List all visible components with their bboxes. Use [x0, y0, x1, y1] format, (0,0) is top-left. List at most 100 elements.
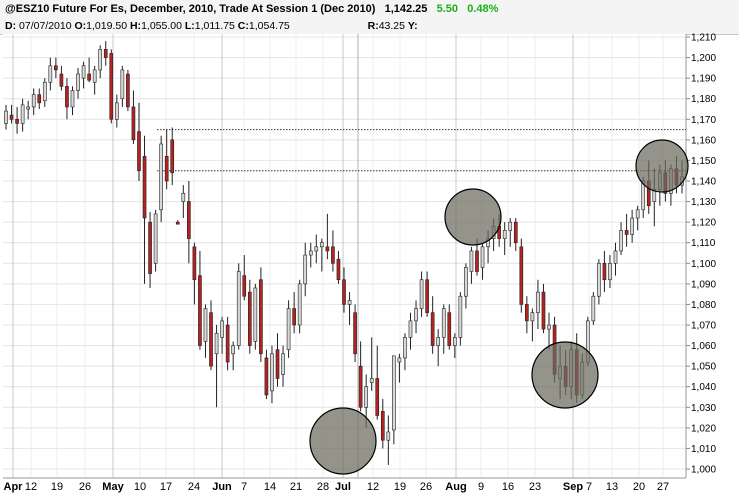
x-tick-label: May: [102, 481, 124, 493]
highlight-circle: [444, 188, 502, 246]
candle-down: [15, 118, 19, 124]
candle-down: [164, 156, 169, 182]
candle-down: [292, 308, 296, 326]
ohlc-readout: D: 07/07/2010 O:1,019.50 H:1,055.00 L:1,…: [5, 20, 418, 32]
candle-up: [635, 209, 640, 219]
candle-up: [347, 300, 352, 305]
candle-down: [126, 73, 130, 108]
y-tick-label: 1,160: [691, 135, 716, 146]
candle-up: [364, 386, 368, 408]
candle-up: [236, 271, 241, 346]
candle-down: [198, 275, 202, 346]
x-tick-label: Jul: [335, 481, 351, 493]
x-tick-label: 26: [79, 481, 91, 493]
candle-down: [336, 258, 341, 281]
candle-up: [419, 279, 424, 309]
y-label: Y:: [407, 20, 418, 32]
x-tick-label: Jun: [212, 481, 232, 493]
candle-up: [314, 246, 319, 252]
candle-up: [114, 102, 119, 120]
candle-down: [375, 378, 380, 416]
candle-down: [624, 230, 629, 235]
candle-down: [148, 221, 152, 274]
candle-down: [513, 221, 518, 244]
y-tick-label: 1,090: [691, 279, 716, 290]
candle-up: [386, 431, 391, 441]
candle-down: [175, 221, 180, 225]
y-tick-label: 1,130: [691, 197, 716, 208]
x-tick-label: 19: [394, 481, 406, 493]
candle-up: [98, 49, 103, 71]
candle-up: [469, 250, 474, 272]
candle-up: [630, 217, 634, 235]
candle-down: [170, 139, 175, 174]
y-tick-label: 1,170: [691, 115, 716, 126]
x-tick-label: 12: [367, 481, 379, 493]
candle-up: [613, 250, 618, 264]
candle-down: [187, 201, 191, 239]
x-tick-label: Sep: [563, 481, 583, 493]
candle-up: [42, 81, 47, 102]
x-tick-label: Aug: [445, 481, 466, 493]
candle-down: [275, 349, 280, 379]
candle-up: [508, 221, 513, 231]
price-change: 5.50: [436, 3, 459, 15]
candle-up: [502, 230, 507, 239]
y-tick-label: 1,080: [691, 300, 716, 311]
candle-down: [519, 246, 524, 305]
candle-up: [414, 308, 418, 322]
chart-header: @ESZ10 Future For Es, December, 2010, Tr…: [0, 0, 739, 35]
last-price: 1,142.25: [384, 3, 428, 15]
candle-up: [403, 337, 407, 359]
x-tick-label: 14: [264, 481, 276, 493]
candle-up: [281, 353, 285, 375]
candle-down: [54, 65, 58, 71]
x-tick-label: 21: [290, 481, 302, 493]
y-tick-label: 1,150: [691, 156, 716, 167]
low-value: 1,011.75: [194, 20, 235, 32]
x-tick-label: 26: [420, 481, 432, 493]
candle-down: [242, 275, 247, 297]
candle-down: [37, 94, 42, 104]
highlight-circle: [635, 139, 689, 193]
x-tick-label: 9: [478, 481, 484, 493]
candle-up: [436, 337, 441, 346]
highlight-circle: [531, 341, 599, 409]
candle-up: [591, 295, 596, 322]
y-tick-label: 1,110: [691, 238, 716, 249]
x-tick-label: 10: [134, 481, 146, 493]
high-value: 1,055.00: [141, 20, 182, 32]
candle-down: [59, 73, 64, 87]
range-value: 43.25: [378, 20, 405, 32]
date-label: D:: [5, 20, 17, 32]
candle-up: [181, 193, 186, 202]
candle-down: [447, 312, 452, 346]
candle-up: [597, 262, 601, 297]
candle-up: [303, 254, 308, 285]
range-label: R:: [367, 20, 379, 32]
candle-down: [264, 357, 269, 396]
x-tick-label: 7: [586, 481, 592, 493]
low-label: L:: [184, 20, 195, 32]
candle-down: [103, 49, 108, 58]
candle-up: [120, 69, 125, 100]
candle-down: [331, 246, 335, 264]
candle-down: [65, 86, 69, 108]
y-tick-label: 1,060: [691, 341, 716, 352]
candle-up: [608, 262, 612, 281]
high-label: H:: [129, 20, 142, 32]
x-tick-label: 19: [51, 481, 63, 493]
candle-up: [4, 110, 8, 124]
highlight-circle: [309, 407, 377, 475]
candle-down: [131, 106, 136, 141]
candle-up: [159, 143, 163, 211]
candle-up: [26, 106, 30, 110]
x-tick-label: 24: [188, 481, 200, 493]
candle-up: [480, 246, 485, 268]
candle-up: [619, 230, 623, 252]
candle-up: [214, 332, 219, 355]
candle-up: [48, 65, 53, 83]
candle-down: [209, 312, 213, 367]
candle-up: [452, 337, 457, 346]
